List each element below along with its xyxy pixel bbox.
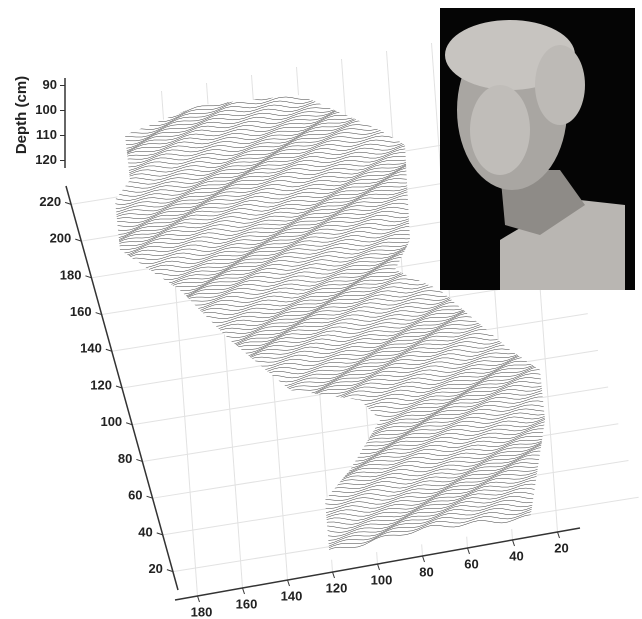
x-tick-label: 180 [191,604,213,619]
y-tick-label: 20 [148,561,162,576]
y-tick-label: 160 [70,304,92,319]
surface-row [115,95,545,126]
x-tick-label: 80 [419,564,433,579]
z-tick-label: 120 [35,152,57,167]
tick-mark [115,385,123,389]
surface-row [115,495,545,560]
y-tick-label: 120 [90,377,112,392]
z-tick-label: 90 [43,77,57,92]
tick-mark [75,238,82,242]
x-tick-label: 40 [509,548,523,563]
tick-mark [377,563,380,571]
surface-row [115,95,545,161]
x-tick-label: 160 [236,596,258,611]
tick-mark [557,531,560,539]
surface-row [115,95,545,153]
surface-row [115,95,545,130]
surface-row [115,95,545,148]
surface-row [115,95,545,151]
y-tick-label: 80 [118,451,132,466]
x-tick-label: 140 [281,588,303,603]
tick-mark [156,532,163,536]
tick-mark [136,458,143,462]
y-tick-label: 140 [80,341,102,356]
tick-mark [85,275,92,279]
y-tick-label: 220 [39,194,61,209]
tick-mark [105,348,112,352]
tick-mark [512,539,515,547]
axes: 20 40 60 80 100 120 140 160 180 200 220 20 40 60 80 100… [35,77,581,619]
tick-mark [146,495,153,499]
x-tick-label: 120 [326,580,348,595]
tick-mark [422,555,425,563]
inset-photo [440,8,635,290]
tick-mark [287,579,290,587]
tick-mark [126,422,133,426]
y-tick-label: 180 [60,267,82,282]
y-tick-label: 100 [100,414,122,429]
tick-mark [64,201,72,205]
z-tick-label: 100 [35,102,57,117]
y-tick-label: 40 [138,524,152,539]
surface-row [115,95,545,134]
surface-row [115,95,545,149]
tick-mark [242,587,245,595]
tick-mark [332,571,335,579]
tick-mark [166,569,174,573]
tick-mark [467,547,470,555]
x-tick-label: 100 [371,572,393,587]
z-tick-label: 110 [36,127,57,142]
tick-mark [95,312,102,316]
y-tick-label: 60 [128,488,142,503]
x-tick-label: 20 [554,540,568,555]
tick-mark [197,595,200,603]
y-tick-label: 200 [50,231,72,246]
x-tick-label: 60 [464,556,478,571]
surface-row [115,95,545,157]
z-axis-label: Depth (cm) [13,76,30,154]
